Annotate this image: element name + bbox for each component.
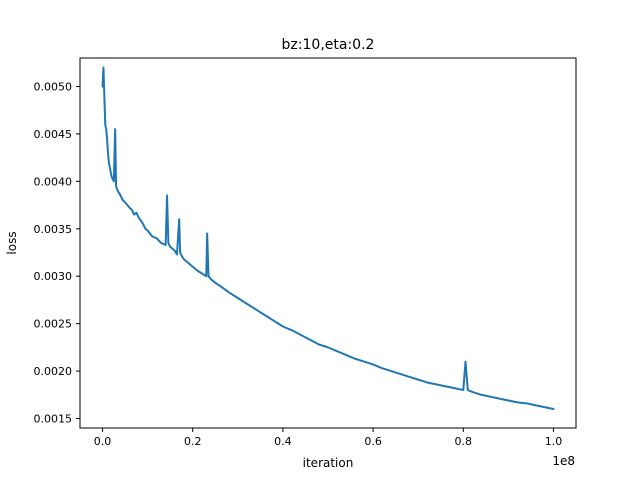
x-tick-label-3: 0.4 bbox=[274, 435, 292, 448]
x-tick-label-6: 1.0 bbox=[545, 435, 563, 448]
y-tick-label-3: 0.0025 bbox=[34, 318, 73, 331]
axes-frame bbox=[79, 57, 577, 429]
y-axis: 0.0015 0.0020 0.0025 0.0030 0.0035 0.0040 0.00… bbox=[34, 80, 80, 426]
y-tick-label-6: 0.0040 bbox=[34, 175, 73, 188]
y-tick-label-1: 0.0015 bbox=[34, 413, 73, 426]
plot-area bbox=[101, 66, 555, 411]
x-tick-label-2: 0.2 bbox=[184, 435, 202, 448]
y-tick-label-7: 0.0045 bbox=[34, 128, 73, 141]
chart-title: bz:10,eta:0.2 bbox=[282, 37, 375, 53]
y-tick-label-8: 0.0050 bbox=[34, 80, 73, 93]
y-tick-label-2: 0.0020 bbox=[34, 365, 73, 378]
x-axis: 0.0 0.2 0.4 0.6 0.8 1.0 bbox=[94, 428, 562, 448]
x-tick-label-5: 0.8 bbox=[455, 435, 473, 448]
series-line-1 bbox=[101, 66, 555, 411]
y-axis-label: loss bbox=[5, 231, 19, 254]
y-tick-label-5: 0.0035 bbox=[34, 223, 73, 236]
x-tick-label-4: 0.6 bbox=[364, 435, 382, 448]
x-axis-offset-label: 1e8 bbox=[552, 454, 575, 468]
x-axis-label: iteration bbox=[303, 456, 354, 470]
y-tick-label-4: 0.0030 bbox=[34, 270, 73, 283]
x-tick-label-1: 0.0 bbox=[94, 435, 112, 448]
